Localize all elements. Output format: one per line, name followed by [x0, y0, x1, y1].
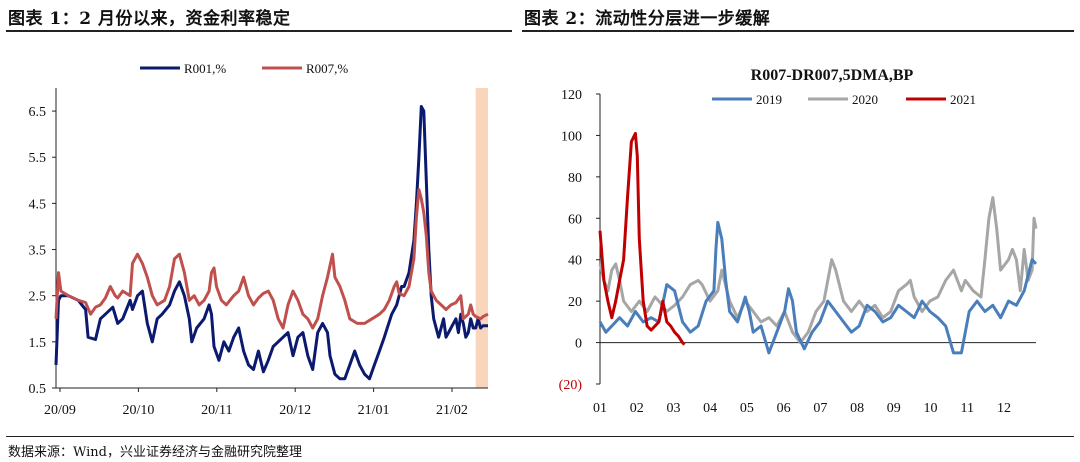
highlight-band — [475, 88, 488, 388]
x-tick-label: 04 — [703, 401, 717, 416]
x-tick-label: 03 — [666, 401, 680, 416]
figure1-title-rule — [6, 30, 512, 32]
x-tick-label: 20/10 — [122, 403, 154, 418]
figure2-title: 图表 2：流动性分层进一步缓解 — [524, 9, 771, 29]
y-tick-label: 3.5 — [29, 244, 47, 259]
x-tick-label: 11 — [961, 401, 974, 416]
y-tick-label: 120 — [561, 88, 582, 103]
chart2-title: R007-DR007,5DMA,BP — [751, 67, 914, 84]
legend-label: 2021 — [950, 92, 976, 107]
chart-funding-rates: 0.5 1.5 2.5 3.5 4.5 5.5 6.5 20/09 20/10 20/11 20/1… — [29, 61, 489, 418]
y-tick-label: 4.5 — [29, 197, 47, 212]
legend-label: R007,% — [306, 61, 348, 76]
x-tick-label: 02 — [630, 401, 644, 416]
y-tick-label: 5.5 — [29, 151, 47, 166]
series-2019-line — [598, 220, 1038, 355]
x-tick-label: 21/02 — [436, 403, 468, 418]
x-tick-label: 20/09 — [44, 403, 76, 418]
x-tick-label: 20/11 — [201, 403, 232, 418]
series-2021-line — [598, 131, 686, 346]
x-tick-label: 05 — [740, 401, 754, 416]
y-tick-label: 80 — [568, 171, 582, 186]
legend-label: 2019 — [756, 92, 782, 107]
data-source-note: 数据来源：Wind，兴业证券经济与金融研究院整理 — [8, 445, 302, 460]
y-tick-label: 60 — [568, 212, 582, 227]
y-tick-label: 2.5 — [29, 290, 47, 305]
y-tick-label: 0.5 — [29, 382, 47, 397]
legend-label: R001,% — [184, 61, 226, 76]
x-tick-label: 08 — [850, 401, 864, 416]
series-r001-line — [54, 105, 488, 381]
y-tick-label: 20 — [568, 295, 582, 310]
y-tick-label: (20) — [559, 378, 583, 393]
y-tick-label: 40 — [568, 254, 582, 269]
figure1-title: 图表 1：2 月份以来，资金利率稳定 — [8, 9, 291, 29]
y-tick-label: 100 — [561, 129, 582, 144]
series-2020-line — [598, 196, 1038, 345]
x-tick-label: 10 — [924, 401, 938, 416]
series-r007-line — [54, 188, 489, 330]
x-tick-label: 06 — [777, 401, 791, 416]
figure2-title-rule — [522, 30, 1074, 32]
x-tick-label: 21/01 — [358, 403, 390, 418]
x-tick-label: 07 — [813, 401, 827, 416]
x-tick-label: 09 — [887, 401, 901, 416]
y-tick-label: 6.5 — [29, 105, 47, 120]
x-tick-label: 20/12 — [279, 403, 311, 418]
y-tick-label: 1.5 — [29, 336, 47, 351]
x-tick-label: 01 — [593, 401, 607, 416]
x-tick-label: 12 — [997, 401, 1011, 416]
y-tick-label: 0 — [575, 337, 582, 352]
footer-rule — [6, 436, 1074, 437]
legend-label: 2020 — [852, 92, 878, 107]
